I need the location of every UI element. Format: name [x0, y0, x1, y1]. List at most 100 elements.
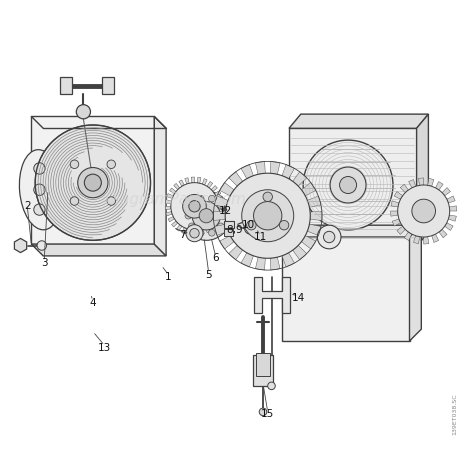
Polygon shape — [170, 188, 176, 194]
Text: 2: 2 — [24, 201, 30, 211]
Polygon shape — [442, 188, 450, 196]
Circle shape — [279, 220, 289, 230]
Circle shape — [254, 201, 282, 230]
Bar — [102, 77, 114, 94]
Circle shape — [330, 167, 366, 203]
Text: DiagramParts.com: DiagramParts.com — [105, 191, 246, 207]
Polygon shape — [218, 209, 224, 213]
Text: 5: 5 — [205, 270, 212, 280]
Circle shape — [34, 184, 45, 195]
Circle shape — [198, 229, 204, 236]
Polygon shape — [214, 224, 228, 236]
Circle shape — [186, 225, 203, 242]
Polygon shape — [255, 257, 265, 270]
Circle shape — [199, 209, 213, 223]
Polygon shape — [31, 244, 166, 256]
Polygon shape — [404, 232, 412, 240]
Polygon shape — [289, 114, 428, 128]
Circle shape — [70, 160, 79, 169]
Polygon shape — [400, 184, 409, 192]
Polygon shape — [166, 211, 172, 216]
Polygon shape — [219, 182, 234, 196]
Polygon shape — [179, 180, 184, 186]
Polygon shape — [211, 185, 218, 191]
Polygon shape — [270, 162, 280, 174]
Polygon shape — [176, 225, 182, 231]
Polygon shape — [282, 164, 294, 179]
Polygon shape — [282, 237, 410, 341]
Polygon shape — [413, 236, 419, 244]
Circle shape — [245, 223, 256, 234]
Circle shape — [190, 228, 199, 238]
Text: 14: 14 — [292, 293, 305, 303]
Polygon shape — [417, 114, 428, 246]
Polygon shape — [391, 201, 399, 207]
Polygon shape — [194, 230, 198, 236]
Circle shape — [192, 201, 220, 230]
Circle shape — [171, 182, 218, 230]
Polygon shape — [168, 217, 174, 222]
Polygon shape — [165, 200, 172, 204]
Polygon shape — [174, 183, 180, 190]
Polygon shape — [213, 219, 219, 225]
Polygon shape — [307, 196, 321, 207]
Circle shape — [84, 174, 101, 191]
Text: 139ET038.SC: 139ET038.SC — [452, 394, 457, 436]
Polygon shape — [219, 236, 234, 249]
Circle shape — [70, 197, 79, 205]
Circle shape — [78, 167, 108, 198]
Circle shape — [339, 176, 356, 193]
Circle shape — [189, 201, 200, 212]
Circle shape — [323, 231, 335, 243]
Polygon shape — [282, 253, 294, 267]
Polygon shape — [293, 246, 307, 260]
Polygon shape — [241, 253, 254, 267]
Text: 11: 11 — [254, 232, 267, 242]
Circle shape — [189, 202, 195, 209]
Circle shape — [225, 173, 310, 258]
Polygon shape — [310, 211, 322, 220]
Polygon shape — [392, 219, 401, 226]
Circle shape — [35, 125, 151, 240]
Circle shape — [34, 163, 45, 174]
Polygon shape — [394, 191, 402, 199]
Circle shape — [242, 190, 294, 242]
Polygon shape — [167, 193, 173, 199]
Bar — [224, 221, 234, 228]
Polygon shape — [209, 223, 215, 229]
Polygon shape — [424, 237, 429, 244]
Polygon shape — [439, 229, 447, 238]
Polygon shape — [217, 197, 223, 201]
Polygon shape — [419, 178, 424, 185]
Polygon shape — [436, 182, 443, 190]
Polygon shape — [428, 178, 434, 186]
Polygon shape — [301, 236, 316, 249]
Circle shape — [218, 223, 224, 229]
Polygon shape — [182, 228, 187, 234]
Circle shape — [398, 185, 450, 237]
Polygon shape — [185, 178, 189, 184]
Polygon shape — [391, 211, 398, 216]
Text: 1: 1 — [165, 272, 172, 282]
Polygon shape — [214, 191, 221, 196]
Text: 3: 3 — [41, 258, 47, 268]
Polygon shape — [207, 182, 213, 188]
Text: 6: 6 — [212, 253, 219, 263]
Text: 10: 10 — [242, 220, 255, 230]
Polygon shape — [289, 128, 417, 246]
Polygon shape — [293, 172, 307, 186]
Circle shape — [209, 195, 215, 202]
Circle shape — [107, 197, 116, 205]
Circle shape — [268, 382, 275, 390]
Circle shape — [198, 195, 204, 202]
Ellipse shape — [19, 150, 63, 230]
Polygon shape — [14, 238, 27, 253]
Text: 8,9: 8,9 — [226, 225, 243, 235]
Polygon shape — [301, 182, 316, 196]
Circle shape — [209, 229, 215, 236]
Bar — [253, 355, 273, 386]
Polygon shape — [205, 226, 210, 233]
Polygon shape — [447, 196, 455, 203]
Polygon shape — [282, 225, 421, 237]
Circle shape — [76, 105, 91, 119]
